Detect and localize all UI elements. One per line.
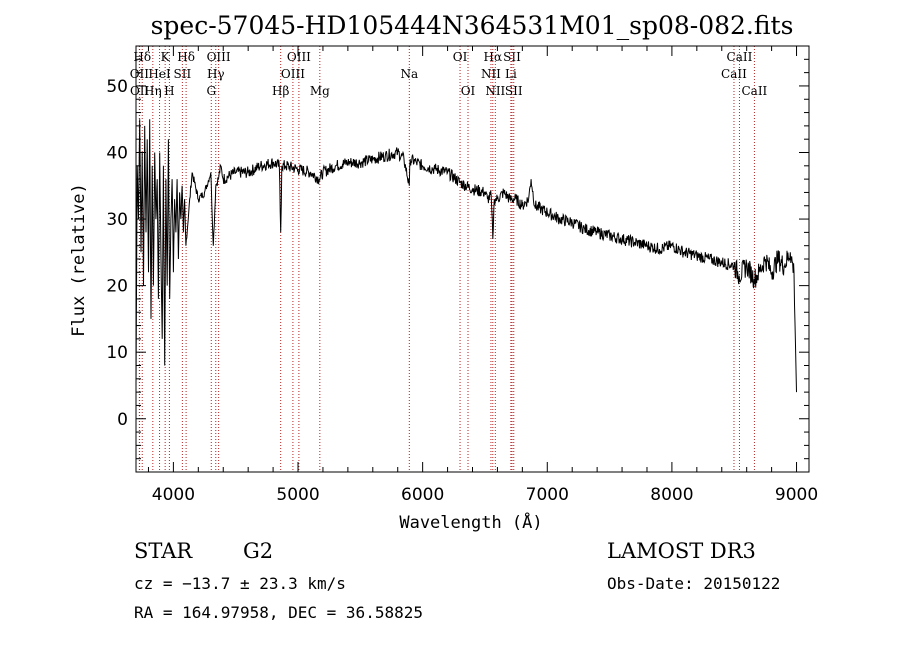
line-marker-label-17: CaII <box>721 67 747 81</box>
line-marker-label-20: H <box>164 84 174 98</box>
x-tick-label-7000: 7000 <box>526 485 569 505</box>
line-marker-label-19: Hη <box>144 84 162 98</box>
line-marker-label-26: SII <box>505 84 523 98</box>
line-marker-label-27: CaII <box>741 84 767 98</box>
line-marker-label-1: K <box>161 50 171 64</box>
line-marker-label-13: OIII <box>281 67 305 81</box>
line-marker-label-0: Hδ <box>133 50 151 64</box>
line-marker-label-24: OI <box>461 84 476 98</box>
line-marker-label-22: Hβ <box>272 84 289 98</box>
line-marker-label-11: SII <box>174 67 192 81</box>
line-marker-label-6: Hα <box>484 50 503 64</box>
y-tick-label-0: 0 <box>117 410 128 430</box>
observation-date: Obs-Date: 20150122 <box>607 574 781 593</box>
y-axis: 0 10 20 30 40 50 <box>106 58 809 460</box>
line-marker-label-15: NII <box>481 67 501 81</box>
x-tick-label-9000: 9000 <box>775 485 818 505</box>
y-tick-label-30: 30 <box>106 210 128 230</box>
x-tick-label-6000: 6000 <box>401 485 444 505</box>
line-marker-label-5: OI <box>453 50 468 64</box>
object-class: STAR <box>134 539 193 563</box>
coordinates: RA = 164.97958, DEC = 36.58825 <box>134 603 423 622</box>
y-tick-label-10: 10 <box>106 343 128 363</box>
y-tick-label-50: 50 <box>106 77 128 97</box>
spectrum-series-line <box>135 119 797 393</box>
line-marker-label-23: Mg <box>310 84 330 98</box>
x-axis: 4000 5000 6000 7000 8000 9000 <box>147 46 818 505</box>
y-tick-label-40: 40 <box>106 144 128 164</box>
line-marker-label-12: Hγ <box>207 67 225 81</box>
y-tick-label-20: 20 <box>106 277 128 297</box>
line-marker-label-10: HeI <box>148 67 171 81</box>
x-tick-label-4000: 4000 <box>152 485 195 505</box>
line-marker-label-8: CaII <box>727 50 753 64</box>
x-tick-label-8000: 8000 <box>650 485 693 505</box>
x-tick-label-5000: 5000 <box>276 485 319 505</box>
redshift-velocity: cz = −13.7 ± 23.3 km/s <box>134 574 346 593</box>
line-marker-label-14: Na <box>400 67 418 81</box>
line-marker-label-16: Li <box>505 67 517 81</box>
line-marker-label-4: OIII <box>287 50 311 64</box>
line-marker-label-25: NII <box>485 84 505 98</box>
spectral-subclass: G2 <box>243 539 274 563</box>
line-marker-label-7: SII <box>503 50 521 64</box>
chart-title: spec-57045-HD105444N364531M01_sp08-082.f… <box>151 11 794 40</box>
survey-name: LAMOST DR3 <box>607 539 756 563</box>
x-axis-label: Wavelength (Å) <box>399 511 542 533</box>
line-marker-label-21: G <box>206 84 216 98</box>
y-axis-label: Flux (relative) <box>69 183 89 337</box>
line-marker-label-18: OII <box>130 84 150 98</box>
line-marker-label-3: OIII <box>207 50 231 64</box>
line-marker-label-2: Hδ <box>177 50 195 64</box>
